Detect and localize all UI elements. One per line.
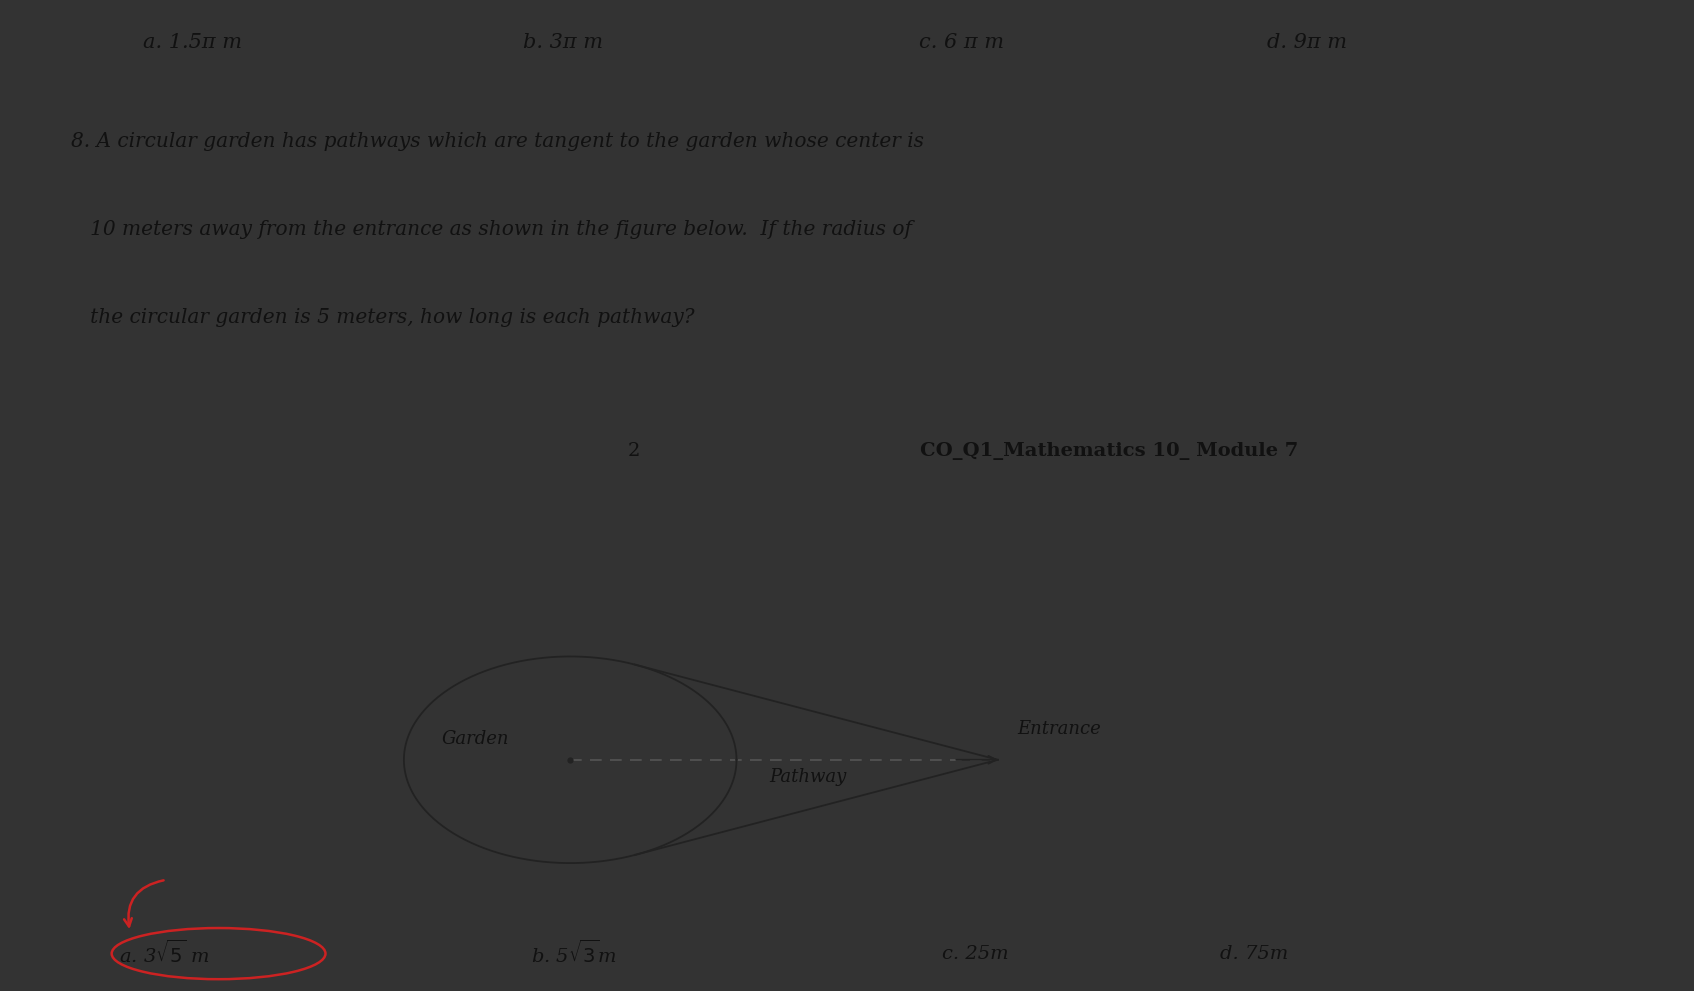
Text: Pathway: Pathway	[769, 768, 845, 786]
Text: 2: 2	[627, 442, 640, 460]
Text: the circular garden is 5 meters, how long is each pathway?: the circular garden is 5 meters, how lon…	[71, 308, 695, 327]
Text: 10 meters away from the entrance as shown in the figure below.  If the radius of: 10 meters away from the entrance as show…	[71, 220, 913, 239]
Text: c. 25m: c. 25m	[942, 944, 1010, 962]
Text: d. 75m: d. 75m	[1220, 944, 1287, 962]
Text: d. 9π m: d. 9π m	[1267, 33, 1347, 52]
Text: Entrance: Entrance	[1016, 720, 1101, 738]
Text: c. 6 π m: c. 6 π m	[918, 33, 1003, 52]
Text: a. 1.5π m: a. 1.5π m	[142, 33, 242, 52]
Text: Garden: Garden	[442, 730, 508, 748]
Text: b. 3π m: b. 3π m	[523, 33, 603, 52]
Text: a. 3$\sqrt{5}$ m: a. 3$\sqrt{5}$ m	[119, 940, 210, 967]
Text: CO_Q1_Mathematics 10_ Module 7: CO_Q1_Mathematics 10_ Module 7	[920, 442, 1298, 460]
Text: 8. A circular garden has pathways which are tangent to the garden whose center i: 8. A circular garden has pathways which …	[71, 132, 925, 151]
Text: b. 5$\sqrt{3}$m: b. 5$\sqrt{3}$m	[530, 940, 617, 967]
